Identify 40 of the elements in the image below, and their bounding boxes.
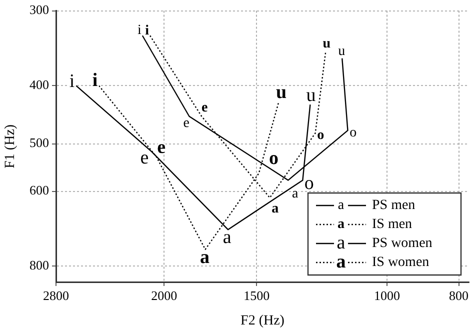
y-tick-label: 300: [30, 2, 49, 18]
data-label: i: [69, 71, 75, 92]
y-tick-label: 600: [30, 182, 49, 198]
data-label: u: [306, 84, 316, 106]
data-label: o: [269, 148, 279, 170]
data-label: i: [92, 70, 98, 91]
legend-label: PS women: [372, 236, 432, 252]
data-label: a: [272, 202, 279, 217]
x-tick-label: 1000: [374, 288, 400, 304]
x-axis-title: F2 (Hz): [240, 313, 285, 328]
y-tick-label: 400: [30, 77, 49, 92]
data-label: u: [322, 36, 331, 52]
data-label: u: [338, 44, 346, 60]
data-label: u: [276, 82, 287, 103]
x-tick-label: 2000: [151, 288, 178, 304]
text: a: [336, 251, 346, 272]
data-label: e: [183, 116, 190, 131]
y-axis-title: F1 (Hz): [3, 124, 18, 168]
legend-label: IS women: [372, 255, 430, 270]
legend-label: PS men: [372, 198, 416, 214]
x-tick-label: 2800: [43, 288, 69, 304]
data-label: e: [140, 147, 149, 168]
y-tick-label: 800: [30, 258, 49, 273]
data-label: o: [304, 173, 314, 194]
data-label: o: [350, 125, 357, 140]
data-label: e: [157, 137, 166, 158]
y-tick-label: 500: [30, 135, 49, 150]
x-tick-label: 800: [449, 288, 469, 304]
data-label: a: [222, 227, 232, 248]
text: a: [338, 217, 344, 232]
data-label: e: [202, 100, 208, 116]
data-label: a: [292, 186, 299, 202]
x-tick-label: 1500: [244, 288, 270, 304]
data-label: a: [200, 246, 210, 268]
legend-label: IS men: [372, 217, 412, 232]
data-label: o: [317, 128, 324, 143]
text: a: [338, 198, 344, 214]
data-label: i: [145, 24, 150, 38]
data-label: i: [138, 23, 142, 38]
text: a: [336, 232, 346, 254]
